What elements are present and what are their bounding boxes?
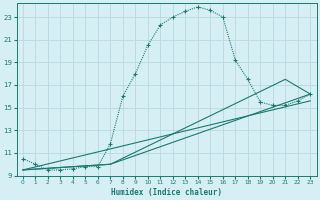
X-axis label: Humidex (Indice chaleur): Humidex (Indice chaleur)	[111, 188, 222, 197]
